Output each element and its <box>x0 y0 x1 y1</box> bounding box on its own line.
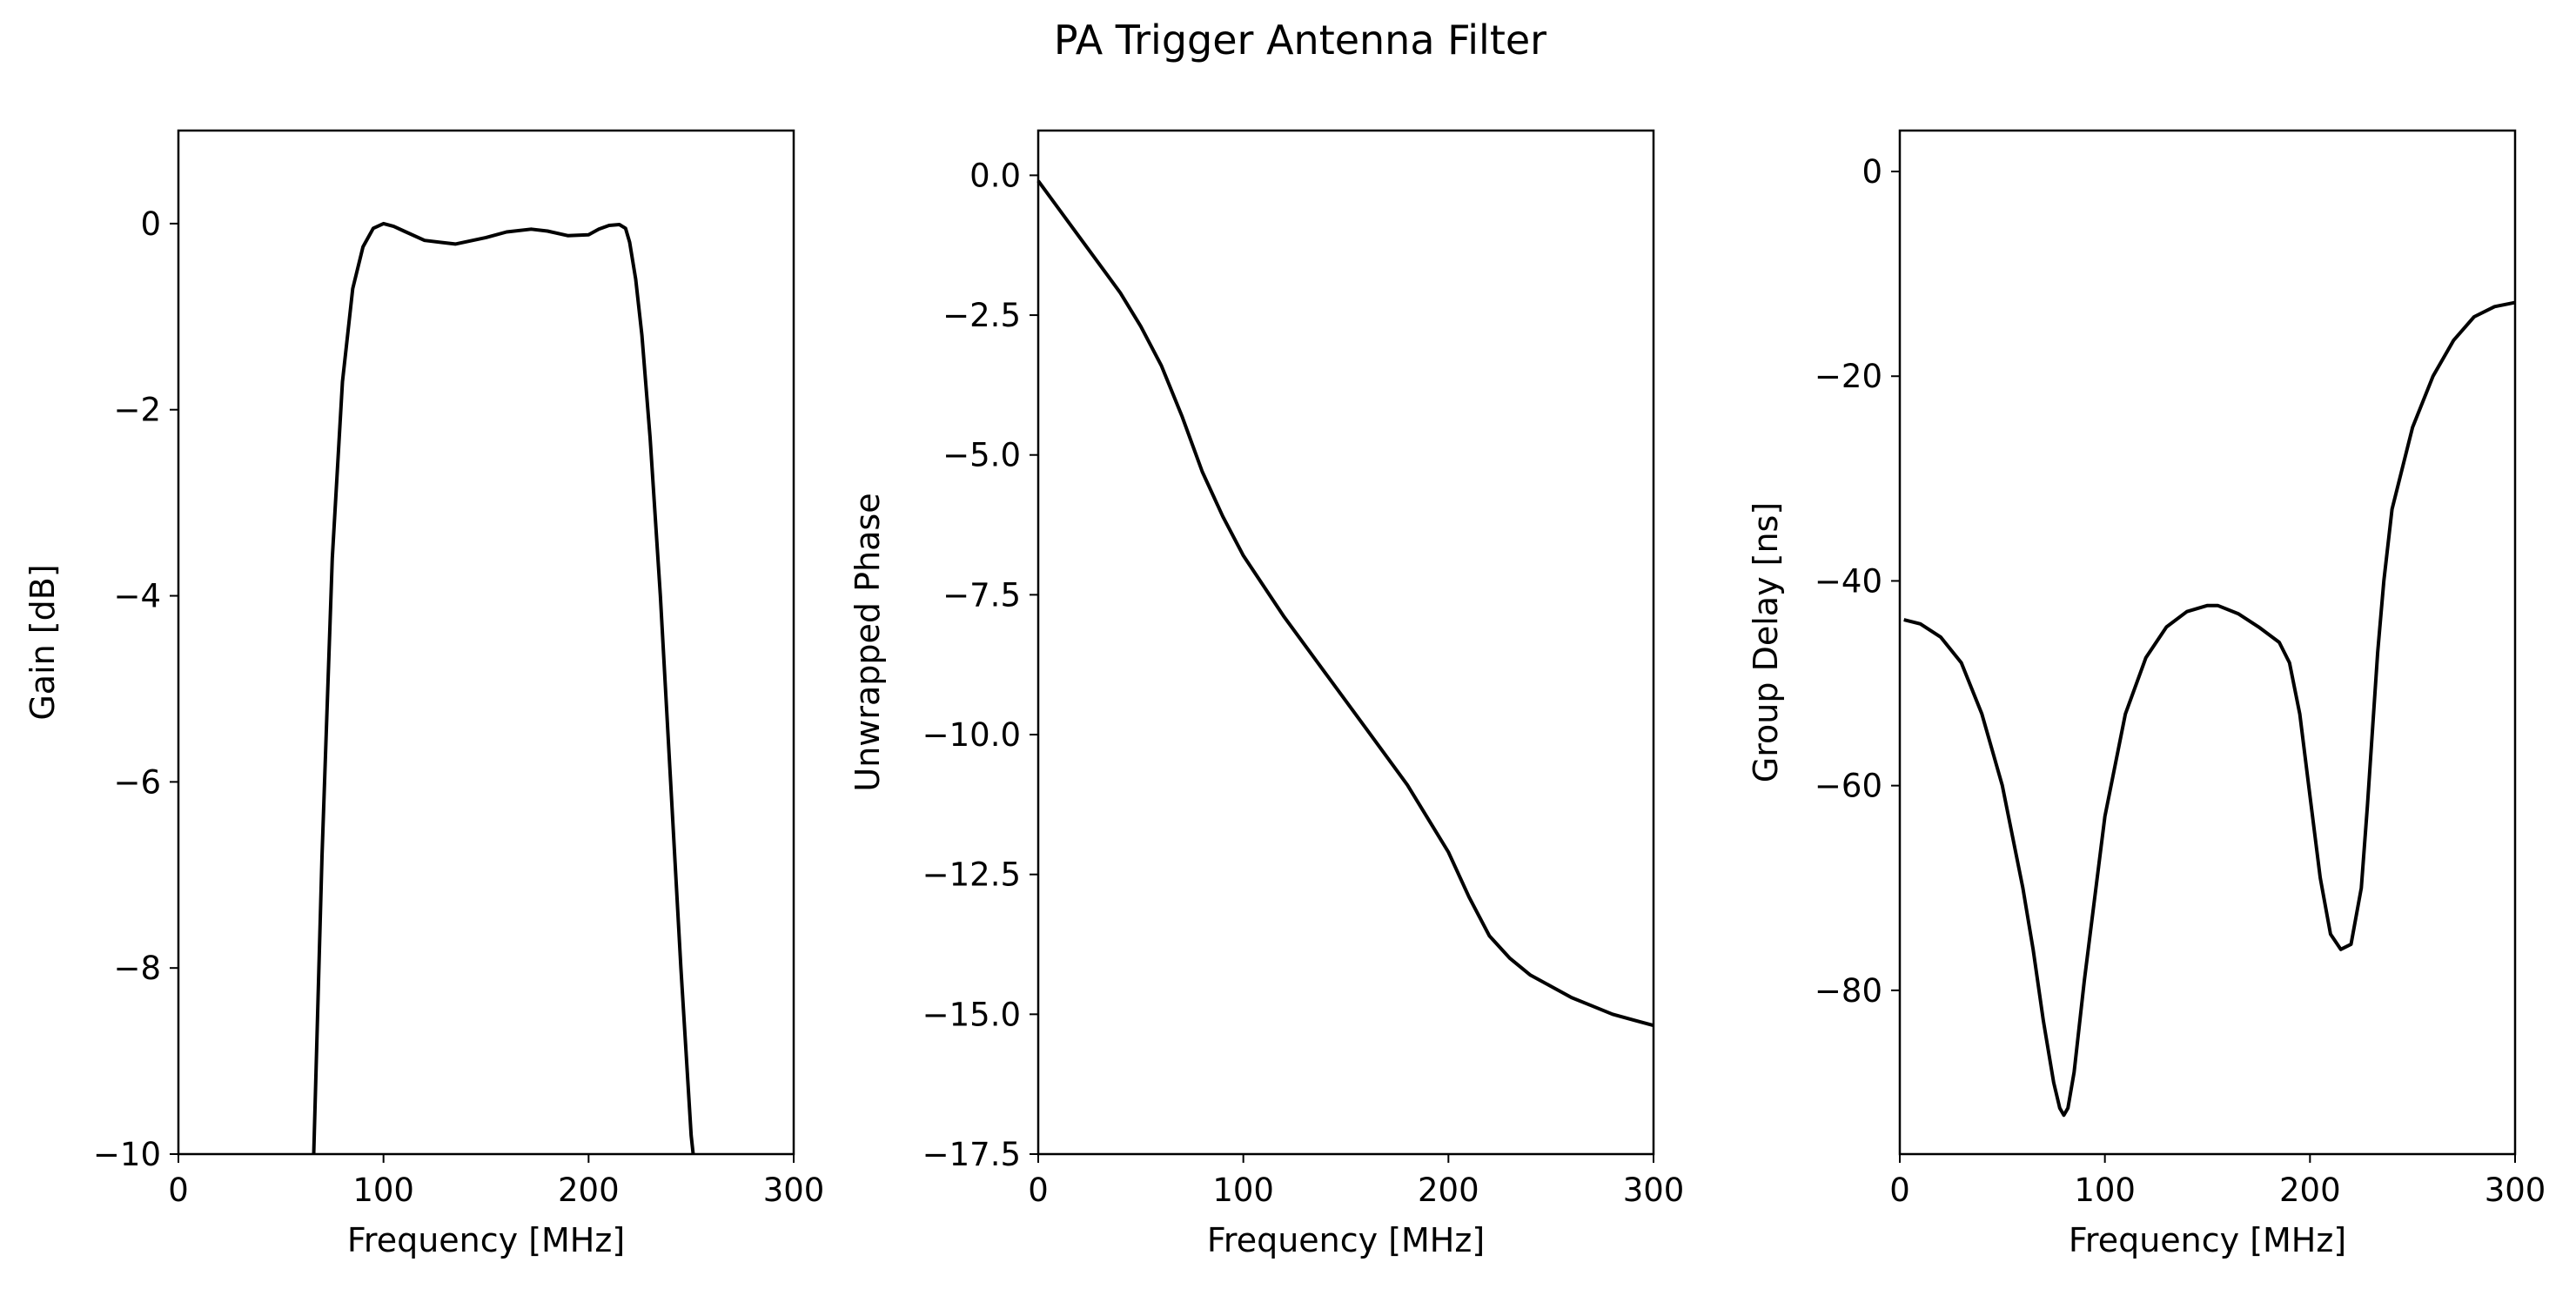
series-line <box>312 221 695 1155</box>
x-axis-label: Frequency [MHz] <box>1207 1221 1485 1259</box>
x-tick-label: 100 <box>1212 1172 1274 1209</box>
y-tick-label: −10 <box>93 1136 161 1173</box>
gain-panel: 0 100 200 300 0 −2 −4 −6 −8 −10 Frequency [MHz] Gai… <box>23 129 825 1259</box>
y-tick-label: −8 <box>113 950 161 987</box>
y-tick-label: −60 <box>1815 768 1882 805</box>
series-line <box>1036 179 1654 1028</box>
y-tick-label: 0.0 <box>969 157 1021 194</box>
x-axis-label: Frequency [MHz] <box>347 1221 625 1259</box>
y-tick-label: −2.5 <box>943 297 1021 334</box>
y-tick-label: −10.0 <box>922 716 1021 754</box>
y-axis-label: Gain [dB] <box>23 564 62 720</box>
y-tick-label: −80 <box>1815 972 1882 1010</box>
y-tick-label: −20 <box>1815 358 1882 395</box>
x-tick-label: 300 <box>763 1172 825 1209</box>
x-axis-label: Frequency [MHz] <box>2069 1221 2346 1259</box>
figure-title: PA Trigger Antenna Filter <box>1054 17 1546 64</box>
y-tick-label: −40 <box>1815 562 1882 600</box>
y-tick-label: −6 <box>113 763 161 801</box>
y-tick-label: 0 <box>1862 153 1882 191</box>
x-tick-label: 200 <box>2279 1172 2341 1209</box>
x-tick-label: 0 <box>1028 1172 1049 1209</box>
x-tick-label: 300 <box>1623 1172 1685 1209</box>
x-tick-label: 100 <box>2074 1172 2136 1209</box>
y-tick-label: −2 <box>113 392 161 429</box>
x-tick-label: 100 <box>352 1172 414 1209</box>
axes-frame <box>1898 129 2517 1156</box>
group-delay-panel: 0 100 200 300 0 −20 −40 −60 −80 Frequency [MHz] Gr… <box>1747 129 2546 1259</box>
y-axis-label: Group Delay [ns] <box>1747 502 1785 782</box>
x-tick-label: 200 <box>558 1172 620 1209</box>
y-axis-label: Unwrapped Phase <box>849 493 887 791</box>
phase-panel: 0 100 200 300 0.0 −2.5 −5.0 −7.5 −10.0 −12.5 −15.0… <box>849 129 1685 1259</box>
series-line <box>1903 300 2516 1118</box>
x-tick-label: 200 <box>1418 1172 1479 1209</box>
y-tick-label: −4 <box>113 578 161 615</box>
x-tick-label: 300 <box>2485 1172 2546 1209</box>
axes-frame <box>177 129 795 1156</box>
axes-frame <box>1036 129 1655 1156</box>
x-tick-label: 0 <box>1889 1172 1910 1209</box>
y-tick-label: −12.5 <box>922 856 1021 894</box>
y-tick-label: −7.5 <box>943 576 1021 614</box>
x-tick-label: 0 <box>168 1172 189 1209</box>
y-tick-label: −5.0 <box>943 437 1021 474</box>
y-tick-label: −17.5 <box>922 1136 1021 1173</box>
y-tick-label: 0 <box>140 205 161 243</box>
y-tick-label: −15.0 <box>922 996 1021 1033</box>
